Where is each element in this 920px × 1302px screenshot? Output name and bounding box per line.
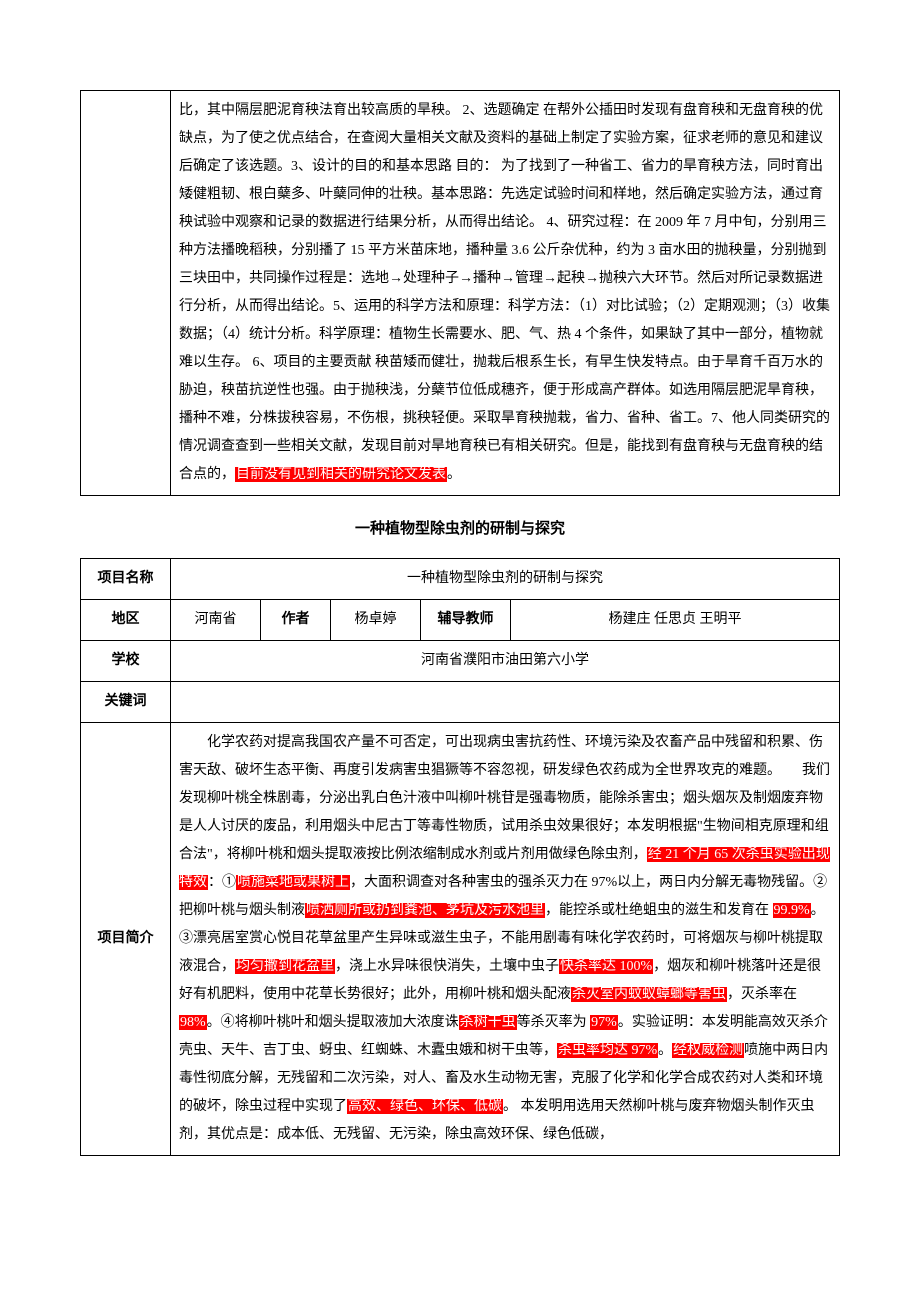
t2-author-label: 作者: [261, 600, 331, 641]
t2-school-label: 学校: [81, 641, 171, 682]
project-table-2: 项目名称 一种植物型除虫剂的研制与探究 地区 河南省 作者 杨卓婷 辅导教师 杨…: [80, 558, 840, 1156]
t2-project-name-label: 项目名称: [81, 559, 171, 600]
t2-tutor-value: 杨建庄 任思贞 王明平: [511, 600, 840, 641]
t2-summary-value: 化学农药对提高我国农产量不可否定，可出现病虫害抗药性、环境污染及农畜产品中残留和…: [171, 723, 840, 1156]
t2-region-value: 河南省: [171, 600, 261, 641]
t2-region-label: 地区: [81, 600, 171, 641]
section-title: 一种植物型除虫剂的研制与探究: [80, 514, 840, 544]
t1-label-cell: [81, 91, 171, 496]
t1-content-cell: 比，其中隔层肥泥育秧法育出较高质的旱秧。 2、选题确定 在帮外公插田时发现有盘育…: [171, 91, 840, 496]
t2-tutor-label: 辅导教师: [421, 600, 511, 641]
project-table-1: 比，其中隔层肥泥育秧法育出较高质的旱秧。 2、选题确定 在帮外公插田时发现有盘育…: [80, 90, 840, 496]
t2-author-value: 杨卓婷: [331, 600, 421, 641]
t2-project-name-value: 一种植物型除虫剂的研制与探究: [171, 559, 840, 600]
t2-keywords-value: [171, 682, 840, 723]
t2-school-value: 河南省濮阳市油田第六小学: [171, 641, 840, 682]
t2-keywords-label: 关键词: [81, 682, 171, 723]
t2-summary-label: 项目简介: [81, 723, 171, 1156]
